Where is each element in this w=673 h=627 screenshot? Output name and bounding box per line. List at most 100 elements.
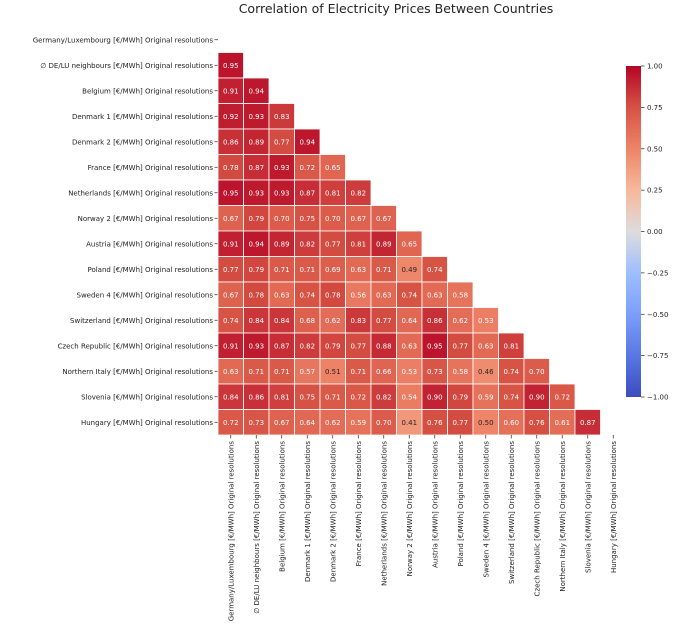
- cell-value-label: 0.90: [427, 393, 443, 401]
- cell-value-label: 0.74: [223, 317, 239, 325]
- cell-value-label: 0.76: [529, 419, 545, 427]
- y-tick-label: Denmark 2 [€/MWh] Original resolutions: [72, 138, 213, 146]
- cell-value-label: 0.95: [223, 189, 239, 197]
- cell-value-label: 0.72: [554, 393, 570, 401]
- x-tick-label: Denmark 1 [€/MWh] Original resolutions: [304, 441, 312, 582]
- x-axis-tick-labels: Germany/Luxembourg [€/MWh] Original reso…: [227, 435, 618, 621]
- y-tick-label: Austria [€/MWh] Original resolutions: [86, 240, 213, 248]
- heatmap-cell: [319, 154, 346, 181]
- cell-value-label: 0.94: [299, 138, 315, 146]
- heatmap-cell: [268, 179, 295, 206]
- cell-value-label: 0.70: [376, 419, 392, 427]
- y-tick-label: Hungary [€/MWh] Original resolutions: [81, 419, 213, 427]
- x-tick-label: Sweden 4 [€/MWh] Original resolutions: [482, 441, 490, 578]
- x-tick-label: Germany/Luxembourg [€/MWh] Original reso…: [227, 441, 235, 622]
- cell-value-label: 0.67: [223, 291, 239, 299]
- heatmap-cell: [294, 256, 321, 283]
- heatmap-cell: [243, 256, 270, 283]
- heatmap-cell: [243, 281, 270, 308]
- heatmap-cell: [345, 409, 372, 436]
- cell-value-label: 0.82: [299, 240, 315, 248]
- heatmap-cell: [549, 383, 576, 410]
- y-tick-label: Czech Republic [€/MWh] Original resoluti…: [58, 342, 214, 350]
- heatmap-cell: [294, 383, 321, 410]
- cell-value-label: 0.61: [554, 419, 570, 427]
- heatmap-cell: [345, 281, 372, 308]
- y-tick-label: Netherlands [€/MWh] Original resolutions: [68, 189, 213, 197]
- cell-value-label: 0.63: [401, 342, 417, 350]
- heatmap-cell: [345, 383, 372, 410]
- heatmap-cell: [217, 128, 244, 155]
- colorbar-gradient: [626, 66, 641, 397]
- heatmap-cell: [294, 332, 321, 359]
- cell-value-label: 0.87: [248, 164, 264, 172]
- cell-value-label: 0.77: [325, 240, 341, 248]
- cell-value-label: 0.51: [325, 368, 341, 376]
- heatmap-cell: [523, 409, 550, 436]
- heatmap-cell: [447, 307, 474, 334]
- heatmap-cell: [345, 205, 372, 232]
- cell-value-label: 0.83: [274, 113, 290, 121]
- x-tick-label: ∅ DE/LU neighbours [€/MWh] Original reso…: [253, 441, 261, 614]
- x-tick-label: Northern Italy [€/MWh] Original resoluti…: [559, 441, 567, 592]
- cell-value-label: 0.63: [427, 291, 443, 299]
- cell-value-label: 0.63: [376, 291, 392, 299]
- heatmap-cell: [370, 383, 397, 410]
- cell-value-label: 0.75: [299, 393, 315, 401]
- cell-value-label: 0.86: [223, 138, 239, 146]
- heatmap-cell: [294, 128, 321, 155]
- cell-value-label: 0.74: [503, 368, 519, 376]
- heatmap-cell: [472, 358, 499, 385]
- cell-value-label: 0.62: [325, 419, 341, 427]
- colorbar-tick-label: 1.00: [647, 63, 663, 71]
- heatmap-cell: [217, 205, 244, 232]
- cell-value-label: 0.60: [503, 419, 519, 427]
- cell-value-label: 0.58: [452, 291, 468, 299]
- cell-value-label: 0.53: [478, 317, 494, 325]
- cell-value-label: 0.66: [376, 368, 392, 376]
- cell-value-label: 0.81: [350, 240, 366, 248]
- colorbar-tick-label: 0.00: [647, 228, 663, 236]
- heatmap-cell: [498, 358, 525, 385]
- cell-value-label: 0.95: [427, 342, 443, 350]
- colorbar-tick-label: 0.50: [647, 145, 663, 153]
- heatmap-cell: [217, 154, 244, 181]
- x-tick-label: Austria [€/MWh] Original resolutions: [431, 441, 439, 568]
- heatmap-cell: [319, 409, 346, 436]
- cell-value-label: 0.49: [401, 266, 417, 274]
- cell-value-label: 0.86: [427, 317, 443, 325]
- cell-value-label: 0.64: [401, 317, 417, 325]
- y-tick-label: Sweden 4 [€/MWh] Original resolutions: [77, 291, 214, 299]
- cell-value-label: 0.86: [248, 393, 264, 401]
- colorbar: 1.00 0.75 0.50 0.25 0.00 −0.25 −0.50 −0.75 −1.00: [626, 63, 668, 402]
- x-tick-label: Netherlands [€/MWh] Original resolutions: [380, 441, 388, 586]
- cell-value-label: 0.67: [223, 215, 239, 223]
- heatmap-cell: [396, 358, 423, 385]
- cell-value-label: 0.70: [529, 368, 545, 376]
- cell-value-label: 0.93: [274, 189, 290, 197]
- cell-value-label: 0.77: [376, 317, 392, 325]
- cell-value-label: 0.71: [248, 368, 264, 376]
- cell-value-label: 0.77: [350, 342, 366, 350]
- heatmap-cell: [396, 230, 423, 257]
- cell-value-label: 0.79: [452, 393, 468, 401]
- cell-value-label: 0.78: [223, 164, 239, 172]
- cell-value-label: 0.70: [325, 215, 341, 223]
- y-tick-label: Slovenia [€/MWh] Original resolutions: [81, 393, 213, 401]
- heatmap-cell: [319, 179, 346, 206]
- cell-value-label: 0.77: [452, 419, 468, 427]
- cell-value-label: 0.62: [325, 317, 341, 325]
- cell-value-label: 0.94: [248, 240, 264, 248]
- cell-value-label: 0.93: [248, 342, 264, 350]
- heatmap-cell: [294, 358, 321, 385]
- cell-value-label: 0.56: [350, 291, 366, 299]
- cell-value-label: 0.71: [299, 266, 315, 274]
- cell-value-label: 0.63: [350, 266, 366, 274]
- cell-value-label: 0.70: [274, 215, 290, 223]
- cell-value-label: 0.82: [376, 393, 392, 401]
- cell-value-label: 0.93: [248, 189, 264, 197]
- cell-value-label: 0.67: [376, 215, 392, 223]
- heatmap-cell: [217, 179, 244, 206]
- cell-value-label: 0.58: [452, 368, 468, 376]
- cell-value-label: 0.73: [248, 419, 264, 427]
